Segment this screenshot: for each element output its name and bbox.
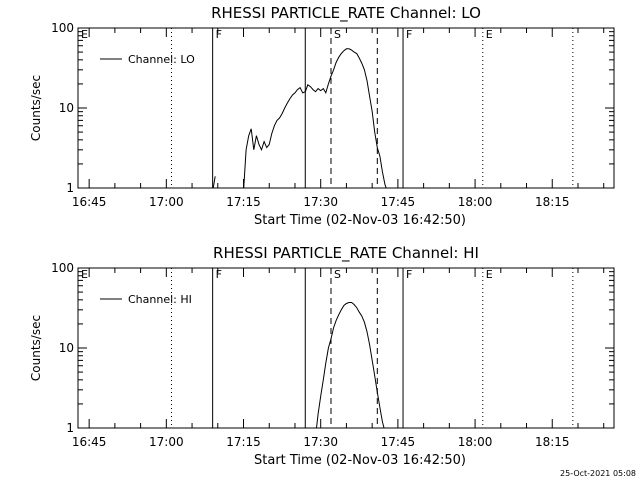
y-tick-label: 1: [66, 181, 74, 195]
series-line: [212, 176, 216, 188]
y-axis-label: Counts/sec: [29, 75, 43, 141]
series-group: [212, 48, 387, 188]
marker-label: S: [334, 268, 341, 281]
y-tick-label: 100: [51, 21, 74, 35]
chart-title: RHESSI PARTICLE_RATE Channel: LO: [211, 4, 481, 23]
marker-label: F: [406, 28, 412, 41]
x-tick-label: 17:45: [381, 195, 416, 209]
marker-label: F: [216, 28, 222, 41]
x-tick-label: 16:45: [72, 195, 107, 209]
x-axis-label: Start Time (02-Nov-03 16:42:50): [254, 213, 466, 228]
x-tick-label: 17:15: [226, 195, 261, 209]
x-tick-label: 17:00: [149, 195, 184, 209]
x-axis-label: Start Time (02-Nov-03 16:42:50): [254, 453, 466, 468]
x-tick-label: 18:00: [458, 195, 493, 209]
plot-frame: [77, 27, 615, 189]
x-tick-label: 17:30: [303, 435, 338, 449]
y-axis-label: Counts/sec: [29, 315, 43, 381]
x-tick-label: 18:15: [535, 435, 570, 449]
series-group: [315, 302, 385, 428]
series-line: [315, 302, 385, 428]
footer-timestamp: 25-Oct-2021 05:08: [560, 469, 636, 478]
x-tick-label: 17:00: [149, 435, 184, 449]
x-tick-label: 17:15: [226, 435, 261, 449]
legend-label: Channel: HI: [128, 293, 192, 306]
y-tick-label: 100: [51, 261, 74, 275]
x-tick-label: 16:45: [72, 435, 107, 449]
y-tick-label: 10: [59, 341, 74, 355]
marker-label: F: [216, 268, 222, 281]
panel-lo: RHESSI PARTICLE_RATE Channel: LO 1 10 100 16…: [29, 4, 615, 228]
marker-label: E: [486, 268, 493, 281]
y-tick-label: 1: [66, 421, 74, 435]
marker-label: E: [81, 28, 88, 41]
y-tick-label: 10: [59, 101, 74, 115]
marker-label: E: [81, 268, 88, 281]
x-tick-label: 18:15: [535, 195, 570, 209]
marker-label: E: [486, 28, 493, 41]
panel-hi: RHESSI PARTICLE_RATE Channel: HI 1 10 100 16…: [29, 244, 615, 468]
series-line: [243, 48, 387, 188]
x-tick-label: 17:45: [381, 435, 416, 449]
x-tick-label: 18:00: [458, 435, 493, 449]
plot-frame: [77, 267, 615, 429]
legend-label: Channel: LO: [128, 53, 195, 66]
chart-title: RHESSI PARTICLE_RATE Channel: HI: [213, 244, 479, 263]
x-tick-label: 17:30: [303, 195, 338, 209]
marker-label: S: [334, 28, 341, 41]
marker-label: F: [406, 268, 412, 281]
